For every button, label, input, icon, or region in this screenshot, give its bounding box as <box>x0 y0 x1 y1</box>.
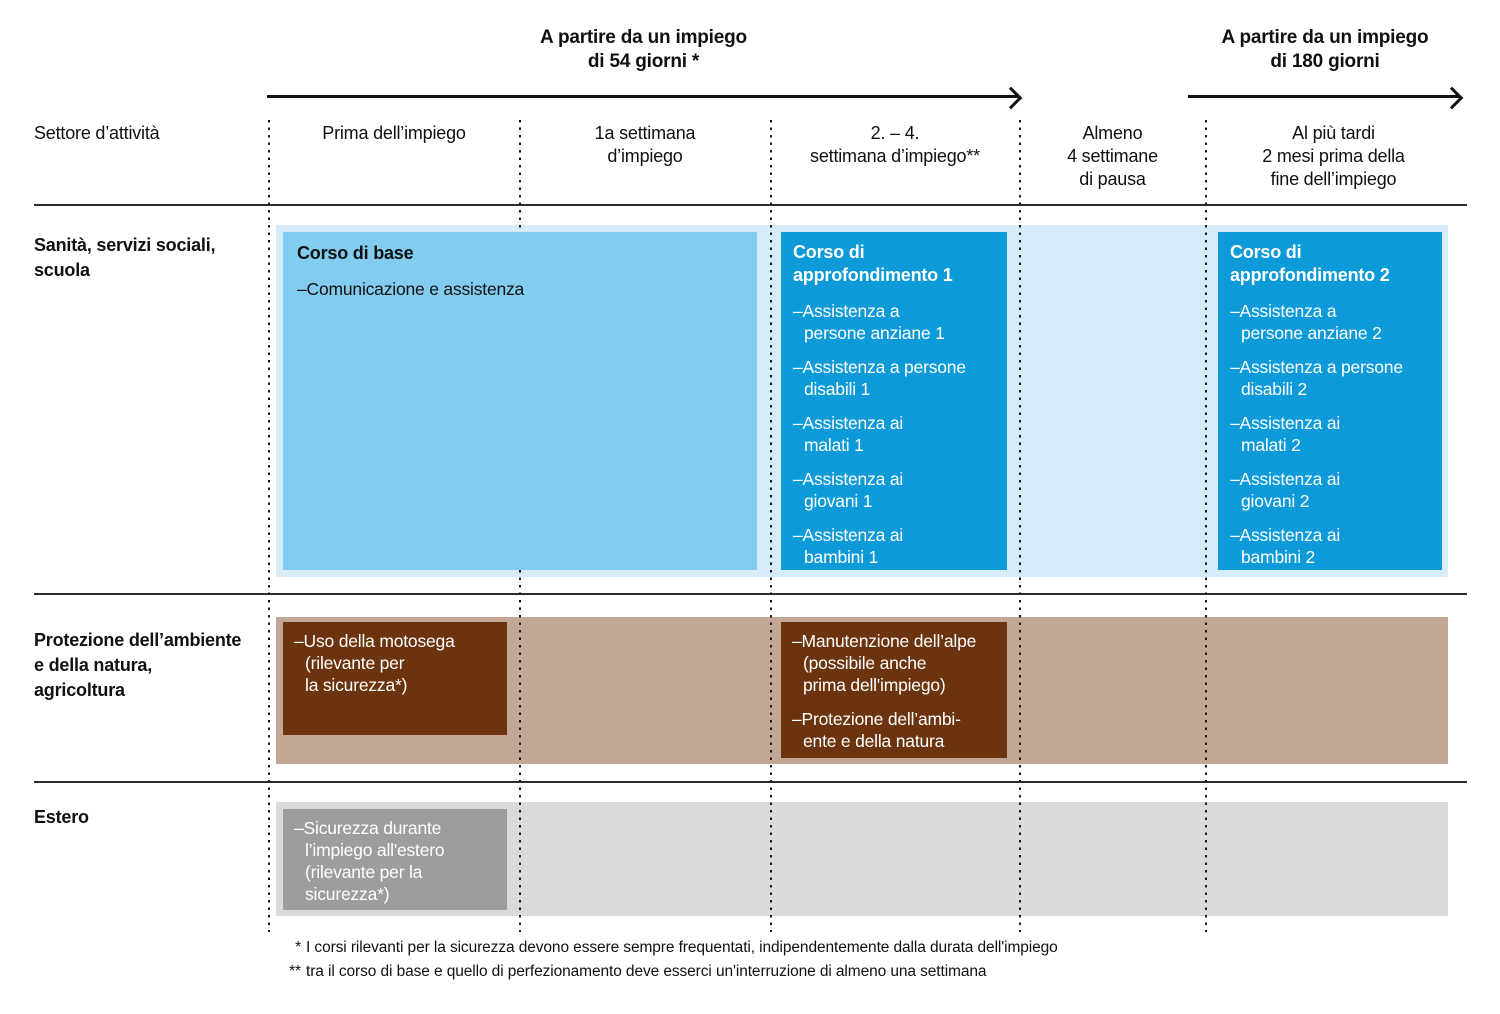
box-item: –Assistenza a persone anziane 2 <box>1230 301 1382 343</box>
separator-line-header <box>34 204 1467 206</box>
dotted-divider-4 <box>1019 120 1021 932</box>
footnote-security-courses: * I corsi rilevanti per la sicurezza dev… <box>255 938 1355 958</box>
alp-maintenance-course-box: –Manutenzione dell’alpe (possibile anche… <box>781 622 1007 758</box>
box-item: –Assistenza a persone disabili 2 <box>1230 357 1403 399</box>
box-item: –Sicurezza durante l’impiego all'estero … <box>294 818 445 904</box>
separator-line-row2 <box>34 781 1467 783</box>
advanced-course-2-box: Corso di approfondimento 2 –Assistenza a… <box>1218 232 1442 570</box>
advanced-course-1-box: Corso di approfondimento 1 –Assistenza a… <box>781 232 1007 570</box>
arrowhead-right-icon <box>1440 86 1464 110</box>
column-header-before-assignment: Prima dell’impiego <box>322 123 466 143</box>
box-item: –Uso della motosega (rilevante per la si… <box>294 631 455 695</box>
box-title: Corso di approfondimento 2 <box>1230 242 1390 285</box>
box-title: Corso di approfondimento 1 <box>793 242 953 285</box>
dotted-divider-3 <box>770 120 772 932</box>
timeline-54-days-label: A partire da un impiego di 54 giorni * <box>540 27 747 72</box>
footnote-text: I corsi rilevanti per la sicurezza devon… <box>306 939 1058 956</box>
box-item: –Manutenzione dell’alpe (possibile anche… <box>792 631 977 695</box>
column-header-pause: Almeno 4 settimane di pausa <box>1067 123 1158 189</box>
box-item: –Assistenza ai malati 2 <box>1230 413 1341 455</box>
box-item: –Assistenza ai giovani 1 <box>793 469 904 511</box>
row-label-ambiente: Protezione dell’ambiente e della natura,… <box>34 630 242 700</box>
box-item: –Assistenza a persone disabili 1 <box>793 357 966 399</box>
column-header-end-of-assignment: Al più tardi 2 mesi prima della fine del… <box>1262 123 1405 189</box>
box-item: –Comunicazione e assistenza <box>297 279 525 299</box>
column-header-weeks-2-4: 2. – 4. settimana d’impiego** <box>810 123 980 166</box>
row-label-sanita: Sanità, servizi sociali, scuola <box>34 235 216 280</box>
box-title: Corso di base <box>297 243 414 263</box>
row-label-estero: Estero <box>34 807 89 827</box>
timeline-54-days-arrow <box>267 86 1023 110</box>
box-item: –Assistenza ai malati 1 <box>793 413 904 455</box>
separator-line-row1 <box>34 593 1467 595</box>
chainsaw-course-box: –Uso della motosega (rilevante per la si… <box>283 622 507 735</box>
timeline-180-days-label: A partire da un impiego di 180 giorni <box>1221 27 1429 72</box>
column-header-first-week: 1a settimana d’impiego <box>594 123 696 166</box>
footnote-marker: ** <box>289 963 301 980</box>
base-course-box: Corso di base –Comunicazione e assistenz… <box>283 232 757 570</box>
sector-column-header: Settore d’attività <box>34 123 160 143</box>
box-item: –Protezione dell’ambi- ente e della natu… <box>792 709 961 751</box>
box-item: –Assistenza ai bambini 2 <box>1230 525 1341 567</box>
box-item: –Assistenza a persone anziane 1 <box>793 301 945 343</box>
dotted-divider-5 <box>1205 120 1207 932</box>
footnote-interruption: ** tra il corso di base e quello di perf… <box>255 962 1355 982</box>
dotted-divider-1 <box>268 120 270 932</box>
box-item: –Assistenza ai bambini 1 <box>793 525 904 567</box>
footnote-marker: * <box>295 939 301 956</box>
abroad-safety-course-box: –Sicurezza durante l’impiego all'estero … <box>283 809 507 910</box>
arrowhead-right-icon <box>999 86 1023 110</box>
timeline-180-days-arrow <box>1188 86 1464 110</box>
box-item: –Assistenza ai giovani 2 <box>1230 469 1341 511</box>
footnote-text: tra il corso di base e quello di perfezi… <box>306 963 987 980</box>
